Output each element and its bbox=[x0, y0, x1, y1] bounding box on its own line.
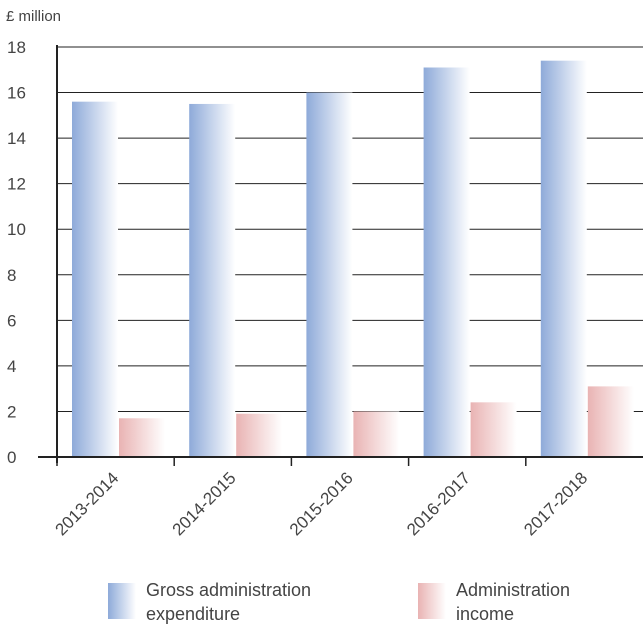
legend-label-line: expenditure bbox=[146, 604, 241, 624]
y-tick-label: 8 bbox=[7, 266, 16, 285]
x-tick-label: 2016-2017 bbox=[403, 468, 474, 539]
legend-label-income: Administration income bbox=[456, 578, 636, 626]
legend-swatch-expenditure bbox=[108, 583, 136, 619]
legend-label-line: Gross administration bbox=[146, 580, 312, 600]
x-tick-label: 2015-2016 bbox=[286, 468, 357, 539]
bar-admin-income bbox=[587, 386, 634, 457]
bar-gross-expenditure bbox=[189, 103, 236, 457]
y-tick-label: 14 bbox=[7, 129, 26, 148]
y-tick-label: 12 bbox=[7, 175, 26, 194]
legend-swatch-income bbox=[418, 583, 446, 619]
y-tick-label: 6 bbox=[7, 311, 16, 330]
y-tick-label: 4 bbox=[7, 357, 16, 376]
bar-gross-expenditure bbox=[72, 101, 118, 458]
bar-admin-income bbox=[236, 413, 283, 457]
y-tick-label: 10 bbox=[7, 220, 26, 239]
legend-label-expenditure: Gross administration expenditure bbox=[146, 578, 356, 626]
bar-admin-income bbox=[119, 418, 165, 457]
bar-gross-expenditure bbox=[423, 67, 470, 457]
legend-label-line: income bbox=[456, 604, 515, 624]
x-tick-label: 2014-2015 bbox=[169, 468, 240, 539]
x-tick-label: 2017-2018 bbox=[520, 468, 591, 539]
bar-admin-income bbox=[353, 411, 400, 457]
bar-admin-income bbox=[470, 402, 517, 457]
bar-gross-expenditure bbox=[306, 92, 353, 458]
y-tick-label: 2 bbox=[7, 402, 16, 421]
y-tick-label: 0 bbox=[7, 448, 16, 467]
y-axis-unit-label: £ million bbox=[6, 8, 62, 25]
y-tick-label: 18 bbox=[7, 38, 26, 57]
legend-label-line: Administration bbox=[456, 580, 571, 600]
y-tick-label: 16 bbox=[7, 84, 26, 103]
x-tick-label: 2013-2014 bbox=[51, 468, 122, 539]
bar-gross-expenditure bbox=[540, 60, 587, 458]
